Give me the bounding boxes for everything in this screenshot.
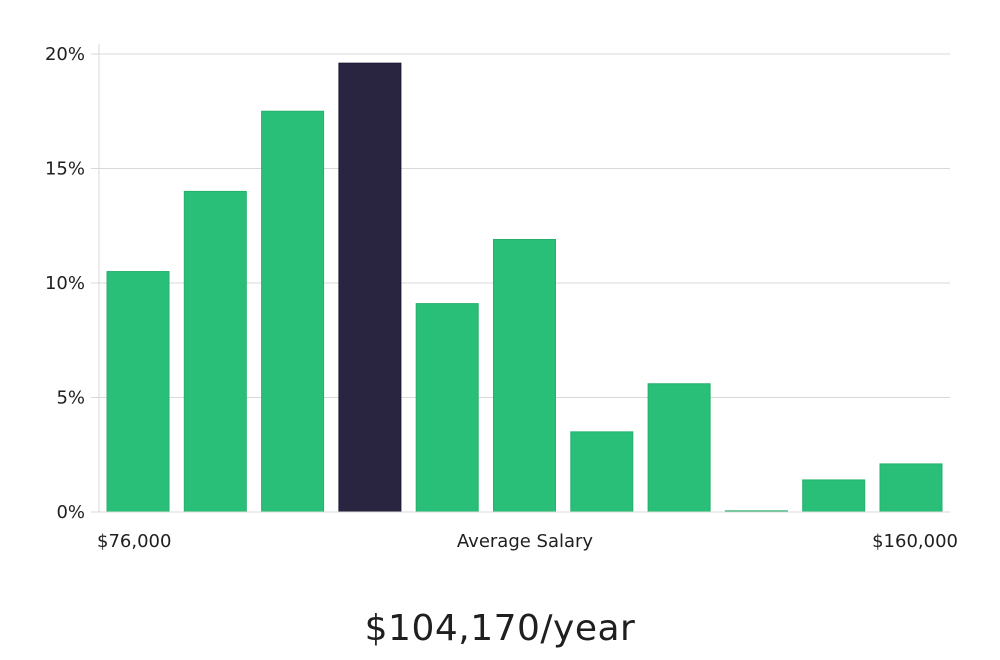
bar [802,479,866,513]
bar [261,110,325,513]
y-tick-label: 20% [45,44,85,65]
salary-histogram: 0% 5% 10% 15% 20% $76,000 Average Salary $16… [45,44,958,552]
bar [183,190,247,513]
bar [493,238,556,513]
y-tick-label: 15% [45,159,85,180]
y-axis-ticks: 0% 5% 10% 15% 20% [45,44,99,523]
bar [879,463,943,513]
bar [106,271,170,513]
bar-highlighted [338,62,402,513]
y-tick-label: 0% [56,502,85,523]
bar [570,431,634,513]
y-tick-label: 5% [56,388,85,409]
y-tick-label: 10% [45,273,85,294]
bar [415,303,479,513]
average-salary-value: $104,170/year [364,608,636,649]
x-max-label: $160,000 [872,531,958,552]
bars [106,62,943,513]
x-axis-title: Average Salary [457,531,594,552]
x-min-label: $76,000 [97,531,171,552]
bar [647,383,711,513]
